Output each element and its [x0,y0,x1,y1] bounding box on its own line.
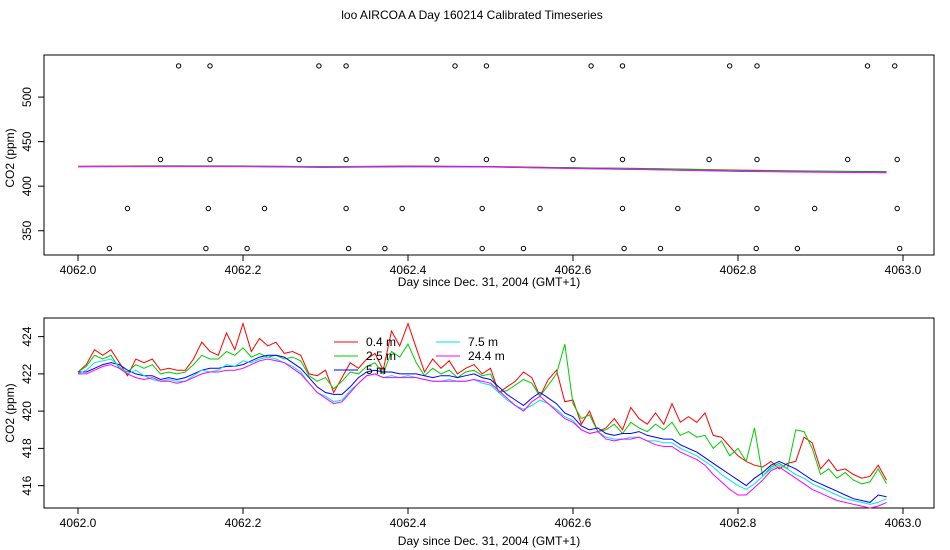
calibration-point [794,245,801,252]
top-x-tick-label: 4063.0 [885,263,922,277]
top-x-tick-label: 4062.8 [720,263,757,277]
bottom-y-tick-label: 418 [20,438,34,458]
calibration-point [754,156,760,163]
top-calibration-points [106,63,903,252]
calibration-point [754,63,760,69]
calibration-point [619,156,626,163]
calibration-point [124,205,131,212]
calibration-point [452,63,458,69]
legend-label: 2.5 m [366,349,396,363]
legend-label: 5 m [366,363,386,377]
bottom-y-tick-label: 416 [20,475,34,495]
calibration-point [706,156,712,163]
calibration-point [675,205,681,212]
top-series-line [77,166,887,174]
top-y-axis: 350 400 450 500 [20,87,44,241]
calibration-point [343,63,349,69]
series-line-0-4-m [77,321,887,481]
calibration-point [864,63,871,69]
calibration-point [894,156,900,163]
bottom-x-tick-label: 4062.8 [720,516,757,530]
bottom-x-tick-label: 4062.4 [390,516,427,530]
bottom-series-group [77,321,887,509]
calibration-point [657,245,664,252]
top-y-tick-label: 500 [20,87,34,107]
legend-label: 0.4 m [366,335,396,349]
calibration-point [537,205,543,212]
calibration-point [754,205,760,212]
calibration-point [244,245,250,252]
bottom-x-axis: 4062.0 4062.2 4062.4 4062.6 4062.8 4063.0 [60,508,922,530]
calibration-point [261,205,268,212]
calibration-point [203,245,209,252]
calibration-point [106,245,113,252]
calibration-point [619,63,626,69]
calibration-point [479,205,485,212]
calibration-point [892,63,898,69]
calibration-point [207,63,213,69]
bottom-panel: 416 418 420 422 424 4062.0 4062.2 4062.4 4062.6… [3,317,935,548]
top-x-tick-label: 4062.0 [60,263,97,277]
calibration-point [845,156,851,163]
calibration-point [205,205,212,212]
top-y-axis-label: CO2 (ppm) [3,128,17,187]
top-x-axis-label: Day since Dec. 31, 2004 (GMT+1) [398,275,580,289]
series-line-2-5-m [77,343,887,485]
legend-label: 7.5 m [468,335,498,349]
bottom-x-tick-label: 4062.0 [60,516,97,530]
top-x-tick-label: 4062.4 [390,263,427,277]
calibration-point [434,156,440,163]
top-x-tick-label: 4062.6 [555,263,592,277]
bottom-y-axis-label: CO2 (ppm) [3,383,17,442]
calibration-point [399,205,405,212]
top-y-tick-label: 400 [20,176,34,196]
calibration-point [897,245,903,252]
calibration-point [483,156,490,163]
calibration-point [588,63,594,69]
bottom-x-axis-label: Day since Dec. 31, 2004 (GMT+1) [398,534,580,548]
bottom-y-tick-label: 422 [20,364,34,384]
calibration-point [520,245,527,252]
calibration-point [812,205,818,212]
calibration-point [343,156,349,163]
bottom-x-tick-label: 4063.0 [885,516,922,530]
bottom-x-tick-label: 4062.6 [555,516,592,530]
top-plot-frame [43,54,935,256]
calibration-point [296,156,302,163]
series-line-7-5-m [77,356,887,505]
top-x-tick-label: 4062.2 [225,263,262,277]
bottom-y-tick-label: 420 [20,401,34,421]
legend-label: 24.4 m [468,349,505,363]
calibration-point [207,156,213,163]
calibration-point [157,156,164,163]
bottom-y-axis: 416 418 420 422 424 [20,326,44,496]
calibration-point [621,245,627,252]
calibration-point [345,245,352,252]
bottom-legend: 0.4 m2.5 m5 m 7.5 m24.4 m [334,335,505,377]
calibration-point [570,156,576,163]
calibration-point [894,205,900,212]
calibration-point [619,205,626,212]
top-series-group [77,165,887,174]
top-y-tick-label: 350 [20,220,34,240]
calibration-point [479,245,485,252]
calibration-point [727,63,733,69]
bottom-y-tick-label: 424 [20,326,34,346]
bottom-plot-frame [43,317,935,509]
series-line-5-m [78,354,887,503]
calibration-point [483,63,490,69]
series-line-24-4-m [78,358,887,509]
calibration-point [382,245,388,252]
calibration-point [316,63,322,69]
top-y-tick-label: 450 [20,131,34,151]
calibration-point [753,245,759,252]
top-x-axis: 4062.0 4062.2 4062.4 4062.6 4062.8 4063.0 [60,255,922,277]
calibration-point [175,63,182,69]
calibration-point [343,205,349,212]
bottom-x-tick-label: 4062.2 [225,516,262,530]
figure-title: loo AIRCOA A Day 160214 Calibrated Times… [341,8,602,22]
